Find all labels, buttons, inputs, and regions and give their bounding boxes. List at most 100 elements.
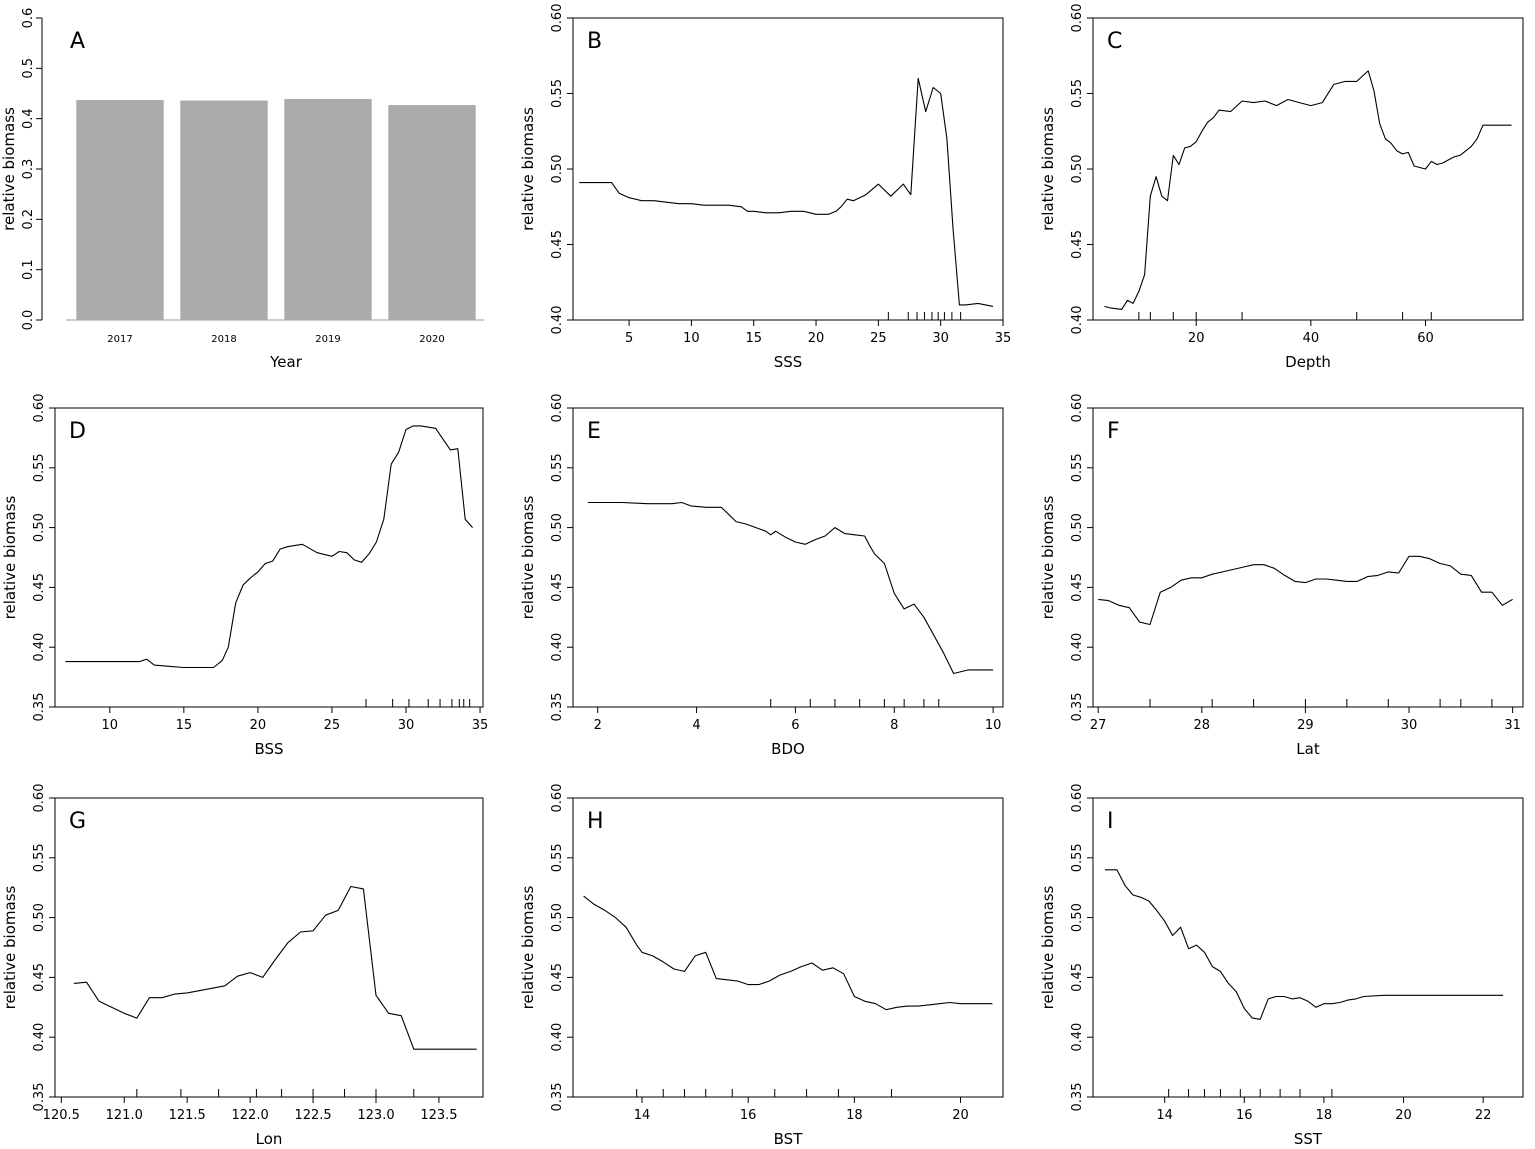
plot-frame (572, 407, 1004, 708)
x-tick-label: 20 (808, 331, 825, 346)
y-tick-label: 0.60 (550, 784, 565, 813)
y-tick-label: 0.50 (32, 513, 47, 542)
x-tick-label: 30 (1401, 718, 1418, 733)
panel-letter: C (1107, 29, 1122, 54)
y-axis-label: relative biomass (1039, 885, 1057, 1009)
y-tick-label: 0.60 (550, 4, 565, 33)
x-tick-label: 14 (634, 1108, 651, 1123)
y-tick-label: 0.60 (550, 394, 565, 423)
plot-frame (1092, 797, 1524, 1098)
y-tick-label: 0.45 (32, 963, 47, 992)
y-tick-label: 0.55 (32, 843, 47, 872)
response-curve (1098, 555, 1513, 626)
x-axis-label: BST (774, 1130, 804, 1148)
x-tick-label: 2017 (107, 334, 132, 345)
y-tick-label: 0.55 (550, 79, 565, 108)
y-axis-label: relative biomass (1, 495, 19, 619)
x-axis-label: BDO (771, 740, 805, 758)
x-axis-label: BSS (254, 740, 283, 758)
bar-2020 (388, 105, 476, 321)
y-axis-label: relative biomass (0, 107, 18, 231)
response-curve (587, 501, 994, 675)
y-tick-label: 0.50 (550, 155, 565, 184)
response-curve (583, 895, 993, 1011)
y-tick-label: 0.45 (1070, 963, 1085, 992)
y-tick-label: 0.60 (1070, 4, 1085, 33)
panel-letter: I (1107, 809, 1114, 834)
x-tick-label: 27 (1090, 718, 1107, 733)
y-tick-label: 0.55 (1070, 453, 1085, 482)
panel-letter: F (1107, 419, 1120, 444)
x-tick-label: 18 (1316, 1108, 1333, 1123)
x-tick-label: 28 (1194, 718, 1211, 733)
panel-g: 120.5 121.0 121.5 122.0 122.5 123.0 123.5 0.35 0… (1, 784, 484, 1148)
y-tick-label: 0.45 (550, 963, 565, 992)
y-tick-label: 0.2 (21, 209, 36, 230)
panel-letter: B (587, 29, 602, 54)
y-tick-label: 0.35 (32, 1083, 47, 1112)
x-tick-label: 31 (1504, 718, 1521, 733)
y-tick-label: 0.50 (550, 513, 565, 542)
x-tick-label: 20 (1188, 331, 1205, 346)
panel-h: 14 16 18 20 0.35 0.40 0.45 0.50 0.55 0.60 BST relat… (519, 784, 1004, 1148)
x-tick-label: 22 (1475, 1108, 1492, 1123)
x-tick-label: 122.5 (294, 1108, 331, 1123)
panel-b: 5 10 15 20 25 30 35 0.40 0.45 0.50 0.55 0.60 SSS rela… (519, 4, 1011, 371)
x-tick-label: 10 (985, 718, 1002, 733)
plot-frame (1092, 17, 1524, 321)
y-tick-label: 0.0 (21, 310, 36, 331)
plot-frame (54, 407, 484, 708)
y-tick-label: 0.6 (21, 8, 36, 29)
y-tick-label: 0.40 (32, 633, 47, 662)
y-tick-label: 0.35 (32, 693, 47, 722)
y-tick-label: 0.35 (550, 693, 565, 722)
panel-e: 2 4 6 8 10 0.35 0.40 0.45 0.50 0.55 0.60 BDO relativ… (519, 394, 1004, 758)
response-curve (65, 425, 474, 669)
panel-c: 20 40 60 0.40 0.45 0.50 0.55 0.60 Depth relative … (1039, 4, 1524, 371)
y-tick-label: 0.55 (1070, 79, 1085, 108)
x-tick-label: 4 (692, 718, 700, 733)
y-axis-label: relative biomass (519, 495, 537, 619)
y-tick-label: 0.50 (32, 903, 47, 932)
x-tick-label: 16 (740, 1108, 757, 1123)
x-tick-label: 8 (890, 718, 898, 733)
y-tick-label: 0.50 (1070, 903, 1085, 932)
y-tick-label: 0.5 (21, 58, 36, 79)
y-tick-label: 0.45 (550, 230, 565, 259)
x-axis-label: Lat (1296, 740, 1320, 758)
x-tick-label: 25 (324, 718, 341, 733)
plot-frame (1092, 407, 1524, 708)
y-tick-label: 0.45 (550, 573, 565, 602)
x-tick-label: 60 (1417, 331, 1434, 346)
bar-2017 (76, 100, 164, 320)
y-tick-label: 0.45 (1070, 230, 1085, 259)
x-tick-label: 20 (952, 1108, 969, 1123)
x-tick-label: 6 (791, 718, 799, 733)
y-tick-label: 0.55 (550, 843, 565, 872)
x-tick-label: 35 (995, 331, 1012, 346)
x-axis-label: SSS (774, 353, 803, 371)
x-tick-label: 30 (932, 331, 949, 346)
x-tick-label: 2 (594, 718, 602, 733)
plot-frame (572, 17, 1004, 321)
y-tick-label: 0.50 (1070, 155, 1085, 184)
y-axis-label: relative biomass (1, 885, 19, 1009)
y-tick-label: 0.35 (550, 1083, 565, 1112)
y-tick-label: 0.35 (1070, 1083, 1085, 1112)
x-tick-label: 5 (625, 331, 633, 346)
y-tick-label: 0.40 (32, 1023, 47, 1052)
x-tick-label: 10 (102, 718, 119, 733)
y-tick-label: 0.60 (32, 784, 47, 813)
y-tick-label: 0.60 (1070, 394, 1085, 423)
y-tick-label: 0.45 (32, 573, 47, 602)
y-axis-label: relative biomass (519, 107, 537, 231)
x-tick-label: 14 (1156, 1108, 1173, 1123)
panel-letter: G (69, 809, 86, 834)
y-tick-label: 0.40 (1070, 306, 1085, 335)
y-tick-label: 0.50 (550, 903, 565, 932)
plot-frame (572, 797, 1004, 1098)
x-tick-label: 25 (870, 331, 887, 346)
y-tick-label: 0.60 (1070, 784, 1085, 813)
y-tick-label: 0.35 (1070, 693, 1085, 722)
y-tick-label: 0.40 (1070, 633, 1085, 662)
